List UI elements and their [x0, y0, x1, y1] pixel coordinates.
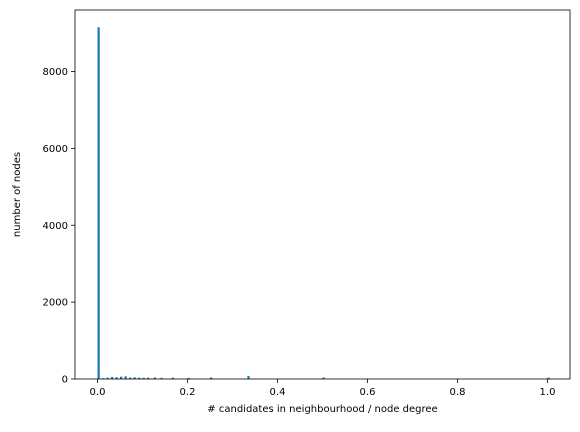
y-tick-label: 4000	[43, 221, 68, 232]
x-tick-label: 0.8	[450, 387, 466, 398]
y-tick-label: 6000	[43, 144, 68, 155]
histogram-bar-14	[171, 377, 174, 379]
x-tick-label: 0.0	[90, 387, 106, 398]
histogram-bar-19	[547, 377, 550, 379]
histogram-bar-15	[187, 377, 190, 379]
histogram-bar-17	[247, 375, 250, 379]
x-axis: 0.0 0.2 0.4 0.6 0.8 1.0	[90, 379, 556, 398]
histogram-bar-13	[160, 377, 163, 379]
histogram-bar-0	[97, 27, 100, 379]
histogram-bars	[97, 27, 550, 379]
y-tick-label: 8000	[43, 67, 68, 78]
histogram-bar-8	[133, 377, 136, 379]
histogram-bar-5	[120, 376, 123, 379]
plot-frame	[74, 9, 571, 380]
histogram-bar-16	[210, 377, 213, 379]
y-tick-label: 0	[62, 375, 68, 386]
y-axis-label: number of nodes	[12, 152, 23, 237]
histogram-bar-12	[153, 377, 156, 379]
y-tick-label: 2000	[43, 298, 68, 309]
histogram-bar-10	[142, 377, 145, 379]
histogram-bar-11	[147, 377, 150, 379]
y-axis: 0 2000 4000 6000 8000	[43, 67, 75, 386]
histogram-bar-6	[124, 376, 127, 379]
x-axis-label: # candidates in neighbourhood / node deg…	[207, 404, 437, 415]
histogram-bar-3	[111, 376, 114, 379]
x-tick-label: 0.2	[180, 387, 196, 398]
histogram-bar-18	[322, 377, 325, 379]
x-tick-label: 1.0	[540, 387, 556, 398]
histogram-bar-4	[115, 377, 118, 379]
histogram-bar-9	[138, 377, 141, 379]
x-tick-label: 0.4	[270, 387, 286, 398]
x-tick-label: 0.6	[360, 387, 376, 398]
histogram-bar-2	[106, 377, 109, 379]
histogram-bar-7	[129, 377, 132, 379]
